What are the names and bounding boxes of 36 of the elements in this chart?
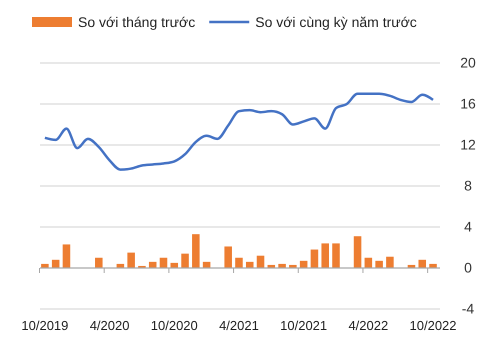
bar bbox=[386, 256, 394, 268]
bar bbox=[52, 260, 60, 268]
x-tick-label: 10/2022 bbox=[410, 318, 457, 333]
legend-label: So với cùng kỳ năm trước bbox=[255, 14, 417, 30]
y-tick-label: 20 bbox=[460, 54, 476, 70]
legend-label: So với tháng trước bbox=[78, 14, 196, 30]
bar bbox=[160, 258, 168, 268]
line-series bbox=[44, 92, 434, 171]
bar bbox=[192, 234, 200, 268]
bar bbox=[95, 258, 103, 268]
x-tick-label: 4/2021 bbox=[219, 318, 259, 333]
x-tick-label: 10/2021 bbox=[280, 318, 328, 333]
bar bbox=[181, 254, 189, 268]
y-tick-label: 8 bbox=[464, 177, 472, 194]
x-tick-label: 4/2020 bbox=[90, 318, 130, 333]
bar bbox=[256, 256, 264, 268]
y-tick-label: 0 bbox=[464, 259, 472, 276]
bar bbox=[300, 260, 308, 268]
bar bbox=[364, 258, 372, 268]
y-tick-label: -4 bbox=[462, 300, 474, 316]
x-tick-label: 10/2019 bbox=[21, 318, 68, 333]
bar bbox=[127, 252, 135, 268]
bar bbox=[375, 260, 383, 268]
y-tick-label: 4 bbox=[464, 218, 472, 234]
bar bbox=[62, 244, 70, 268]
bar bbox=[224, 246, 232, 268]
x-tick-label: 4/2022 bbox=[348, 318, 388, 333]
bar bbox=[310, 250, 318, 268]
y-tick-label: 12 bbox=[460, 136, 476, 152]
y-tick-label: 16 bbox=[460, 95, 476, 112]
bar bbox=[354, 236, 362, 268]
bar bbox=[418, 260, 426, 268]
bar bbox=[321, 243, 329, 268]
x-tick-label: 10/2020 bbox=[150, 318, 198, 333]
bar bbox=[332, 243, 340, 268]
bar bbox=[235, 258, 243, 268]
